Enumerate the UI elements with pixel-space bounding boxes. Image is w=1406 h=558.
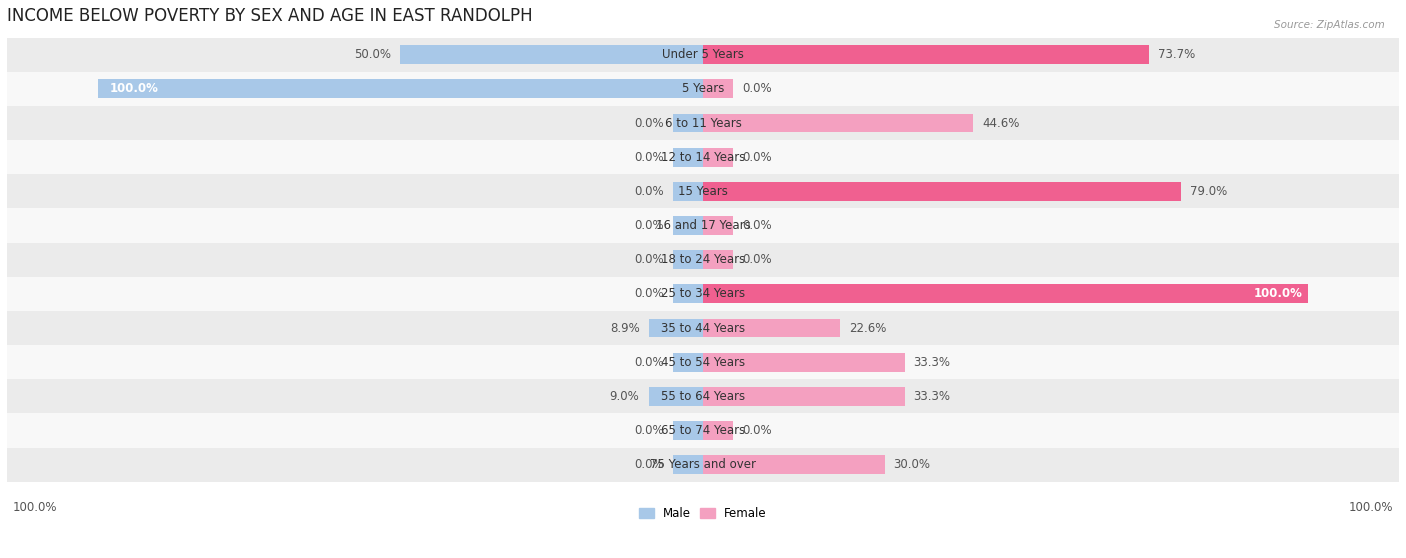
Text: 100.0%: 100.0%: [13, 501, 58, 513]
Text: 100.0%: 100.0%: [110, 83, 159, 95]
Text: 45 to 54 Years: 45 to 54 Years: [661, 355, 745, 369]
Text: 0.0%: 0.0%: [742, 253, 772, 266]
Bar: [7, 448, 1399, 482]
Text: Under 5 Years: Under 5 Years: [662, 48, 744, 61]
Bar: [703, 455, 884, 474]
Text: 9.0%: 9.0%: [610, 390, 640, 403]
Text: 75 Years and over: 75 Years and over: [650, 458, 756, 471]
Text: 0.0%: 0.0%: [742, 83, 772, 95]
Bar: [703, 285, 1308, 303]
Text: 44.6%: 44.6%: [981, 117, 1019, 129]
Text: INCOME BELOW POVERTY BY SEX AND AGE IN EAST RANDOLPH: INCOME BELOW POVERTY BY SEX AND AGE IN E…: [7, 7, 533, 25]
Text: 100.0%: 100.0%: [1348, 501, 1393, 513]
Text: 0.0%: 0.0%: [634, 151, 664, 163]
Text: 25 to 34 Years: 25 to 34 Years: [661, 287, 745, 300]
Text: 0.0%: 0.0%: [742, 219, 772, 232]
Text: 12 to 14 Years: 12 to 14 Years: [661, 151, 745, 163]
Bar: [7, 72, 1399, 106]
Bar: [703, 148, 734, 167]
Text: 35 to 44 Years: 35 to 44 Years: [661, 321, 745, 335]
Text: 0.0%: 0.0%: [634, 458, 664, 471]
Bar: [7, 174, 1399, 209]
Bar: [98, 79, 703, 98]
Text: 0.0%: 0.0%: [634, 424, 664, 437]
Text: 8.9%: 8.9%: [610, 321, 640, 335]
Text: 55 to 64 Years: 55 to 64 Years: [661, 390, 745, 403]
Text: 33.3%: 33.3%: [914, 390, 950, 403]
Bar: [672, 114, 703, 132]
Bar: [703, 114, 973, 132]
Bar: [672, 455, 703, 474]
Bar: [703, 45, 1149, 64]
Bar: [672, 285, 703, 303]
Text: 6 to 11 Years: 6 to 11 Years: [665, 117, 741, 129]
Bar: [648, 387, 703, 406]
Text: 0.0%: 0.0%: [634, 355, 664, 369]
Text: 0.0%: 0.0%: [634, 253, 664, 266]
Bar: [703, 285, 1308, 303]
Bar: [650, 319, 703, 338]
Text: 18 to 24 Years: 18 to 24 Years: [661, 253, 745, 266]
Bar: [7, 243, 1399, 277]
Bar: [703, 45, 1149, 64]
Bar: [7, 106, 1399, 140]
Bar: [703, 421, 734, 440]
Text: 0.0%: 0.0%: [634, 117, 664, 129]
Text: 0.0%: 0.0%: [634, 185, 664, 198]
Bar: [703, 353, 904, 372]
Bar: [401, 45, 703, 64]
Bar: [7, 345, 1399, 379]
Bar: [672, 421, 703, 440]
Text: 30.0%: 30.0%: [894, 458, 931, 471]
Bar: [7, 209, 1399, 243]
Text: 15 Years: 15 Years: [678, 185, 728, 198]
Text: 16 and 17 Years: 16 and 17 Years: [655, 219, 751, 232]
Text: 22.6%: 22.6%: [849, 321, 886, 335]
Bar: [7, 311, 1399, 345]
Bar: [7, 413, 1399, 448]
Text: 0.0%: 0.0%: [742, 424, 772, 437]
Bar: [7, 277, 1399, 311]
Text: 33.3%: 33.3%: [914, 355, 950, 369]
Bar: [703, 182, 1181, 201]
Text: 73.7%: 73.7%: [1159, 48, 1195, 61]
Bar: [703, 387, 904, 406]
Bar: [7, 379, 1399, 413]
Text: 65 to 74 Years: 65 to 74 Years: [661, 424, 745, 437]
Bar: [672, 216, 703, 235]
Bar: [7, 37, 1399, 72]
Bar: [703, 251, 734, 269]
Legend: Male, Female: Male, Female: [634, 502, 772, 525]
Text: 50.0%: 50.0%: [354, 48, 391, 61]
Text: 0.0%: 0.0%: [634, 287, 664, 300]
Bar: [672, 251, 703, 269]
Bar: [7, 140, 1399, 174]
Bar: [703, 182, 1181, 201]
Text: Source: ZipAtlas.com: Source: ZipAtlas.com: [1274, 20, 1385, 30]
Text: 79.0%: 79.0%: [1191, 185, 1227, 198]
Text: 0.0%: 0.0%: [634, 219, 664, 232]
Bar: [703, 79, 734, 98]
Text: 5 Years: 5 Years: [682, 83, 724, 95]
Bar: [672, 148, 703, 167]
Bar: [703, 319, 839, 338]
Bar: [672, 353, 703, 372]
Text: 100.0%: 100.0%: [1253, 287, 1302, 300]
Bar: [672, 182, 703, 201]
Text: 0.0%: 0.0%: [742, 151, 772, 163]
Bar: [703, 216, 734, 235]
